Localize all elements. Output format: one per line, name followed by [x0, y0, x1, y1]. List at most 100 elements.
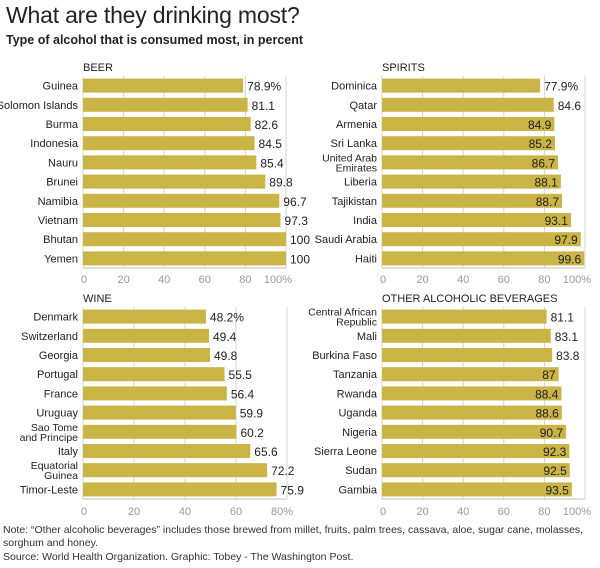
bar — [83, 117, 251, 131]
value-label: 77.9% — [544, 80, 578, 94]
value-label: 88.6 — [535, 407, 559, 421]
bar — [83, 155, 257, 170]
category-label: Dominica — [331, 81, 378, 93]
value-label: 100 — [290, 233, 310, 247]
panel-title: SPIRITS — [382, 62, 425, 74]
bar — [382, 348, 553, 362]
tick-label: 60 — [230, 506, 242, 518]
category-label: Solomon Islands — [0, 100, 78, 112]
value-label: 81.1 — [551, 311, 575, 325]
panel-title: WINE — [83, 293, 112, 305]
category-label: Tajikistan — [332, 196, 377, 208]
value-label: 89.8 — [269, 176, 293, 190]
category-label: Equatorial Guinea — [31, 460, 78, 482]
value-label: 97.3 — [285, 214, 309, 228]
category-label: Saudi Arabia — [315, 234, 378, 246]
tick-label: 100% — [563, 506, 591, 518]
panel-title: OTHER ALCOHOLIC BEVERAGES — [382, 293, 557, 305]
value-label: 83.8 — [556, 349, 580, 363]
tick-label: 80 — [538, 506, 550, 518]
value-label: 99.6 — [558, 252, 582, 266]
bar — [83, 367, 225, 382]
bar — [83, 386, 227, 401]
tick-label: 20 — [416, 274, 428, 286]
category-label: Nigeria — [342, 427, 378, 439]
chart-title: What are they drinking most? — [6, 2, 300, 28]
category-label: Nauru — [48, 157, 78, 169]
bar — [382, 386, 562, 401]
category-label: Rwanda — [337, 388, 378, 400]
value-label: 82.6 — [255, 118, 279, 132]
tick-label: 100% — [264, 274, 292, 286]
bar — [382, 424, 567, 439]
category-label: Indonesia — [30, 138, 79, 150]
bar — [382, 309, 547, 324]
category-label: United Arab Emirates — [322, 152, 377, 174]
value-label: 93.5 — [545, 483, 569, 497]
footnote: Note: “Other alcoholic beverages” includ… — [3, 524, 584, 549]
bar — [382, 328, 551, 343]
tick-label: 60 — [498, 274, 510, 286]
bar — [382, 174, 561, 189]
category-label: Yemen — [44, 253, 78, 265]
bar — [83, 193, 280, 208]
category-label: Uruguay — [36, 408, 78, 420]
bar — [382, 405, 562, 420]
bar — [83, 424, 237, 439]
value-label: 48.2% — [210, 311, 244, 325]
value-label: 65.6 — [254, 445, 278, 459]
bar — [83, 174, 266, 189]
bar — [83, 213, 281, 227]
bar — [83, 405, 236, 420]
value-label: 90.7 — [540, 426, 564, 440]
bar — [382, 97, 554, 112]
value-label: 92.3 — [543, 445, 567, 459]
tick-label: 0 — [380, 506, 386, 518]
chart-panel-wine: WINE 0 20 40 60 80% Denmark 48.2% Switzerland 49.… — [20, 293, 305, 518]
bar — [83, 348, 210, 362]
value-label: 87 — [542, 368, 556, 382]
category-label: Sao Tome and Principe — [20, 422, 79, 444]
category-label: Sudan — [345, 465, 377, 477]
bar — [83, 444, 251, 458]
category-label: Vietnam — [38, 215, 78, 227]
value-label: 81.1 — [252, 99, 276, 113]
value-label: 49.8 — [214, 349, 238, 363]
category-label: France — [44, 388, 78, 400]
category-label: Sierra Leone — [314, 446, 377, 458]
bar — [382, 136, 555, 151]
value-label: 85.4 — [260, 156, 284, 170]
value-label: 93.1 — [545, 214, 569, 228]
value-label: 60.2 — [241, 426, 265, 440]
tick-label: 40 — [457, 274, 469, 286]
category-label: Haiti — [355, 253, 377, 265]
value-label: 55.5 — [229, 368, 253, 382]
category-label: Sri Lanka — [331, 138, 378, 150]
bar — [382, 482, 572, 497]
value-label: 96.7 — [283, 195, 307, 209]
tick-label: 60 — [498, 506, 510, 518]
value-label: 88.4 — [535, 387, 559, 401]
value-label: 72.2 — [271, 464, 295, 478]
bar — [382, 155, 559, 170]
chart-panel-beer: BEER 0 20 40 60 80 100% Guinea 78.9% Solomon Isla… — [0, 62, 310, 286]
chart-panel-spirits: SPIRITS 0 20 40 60 80 100% Dominica 77.9% Qatar 84… — [315, 62, 592, 286]
value-label: 97.9 — [554, 233, 578, 247]
tick-label: 40 — [457, 506, 469, 518]
value-label: 86.7 — [532, 156, 556, 170]
category-label: India — [353, 215, 378, 227]
tick-label: 80% — [271, 506, 293, 518]
bar — [382, 78, 541, 93]
chart-panel-other-alcoholic-beverages: OTHER ALCOHOLIC BEVERAGES 0 20 40 60 80 100% Ce… — [308, 293, 591, 518]
bar — [382, 463, 570, 478]
category-label: Liberia — [344, 177, 378, 189]
category-label: Brunei — [46, 177, 78, 189]
value-label: 75.9 — [281, 483, 305, 497]
value-label: 88.7 — [536, 195, 560, 209]
bar — [83, 309, 206, 324]
bar — [83, 232, 286, 247]
category-label: Namibia — [38, 196, 79, 208]
category-label: Burma — [46, 119, 79, 131]
category-label: Gambia — [338, 484, 377, 496]
category-label: Uganda — [338, 408, 377, 420]
